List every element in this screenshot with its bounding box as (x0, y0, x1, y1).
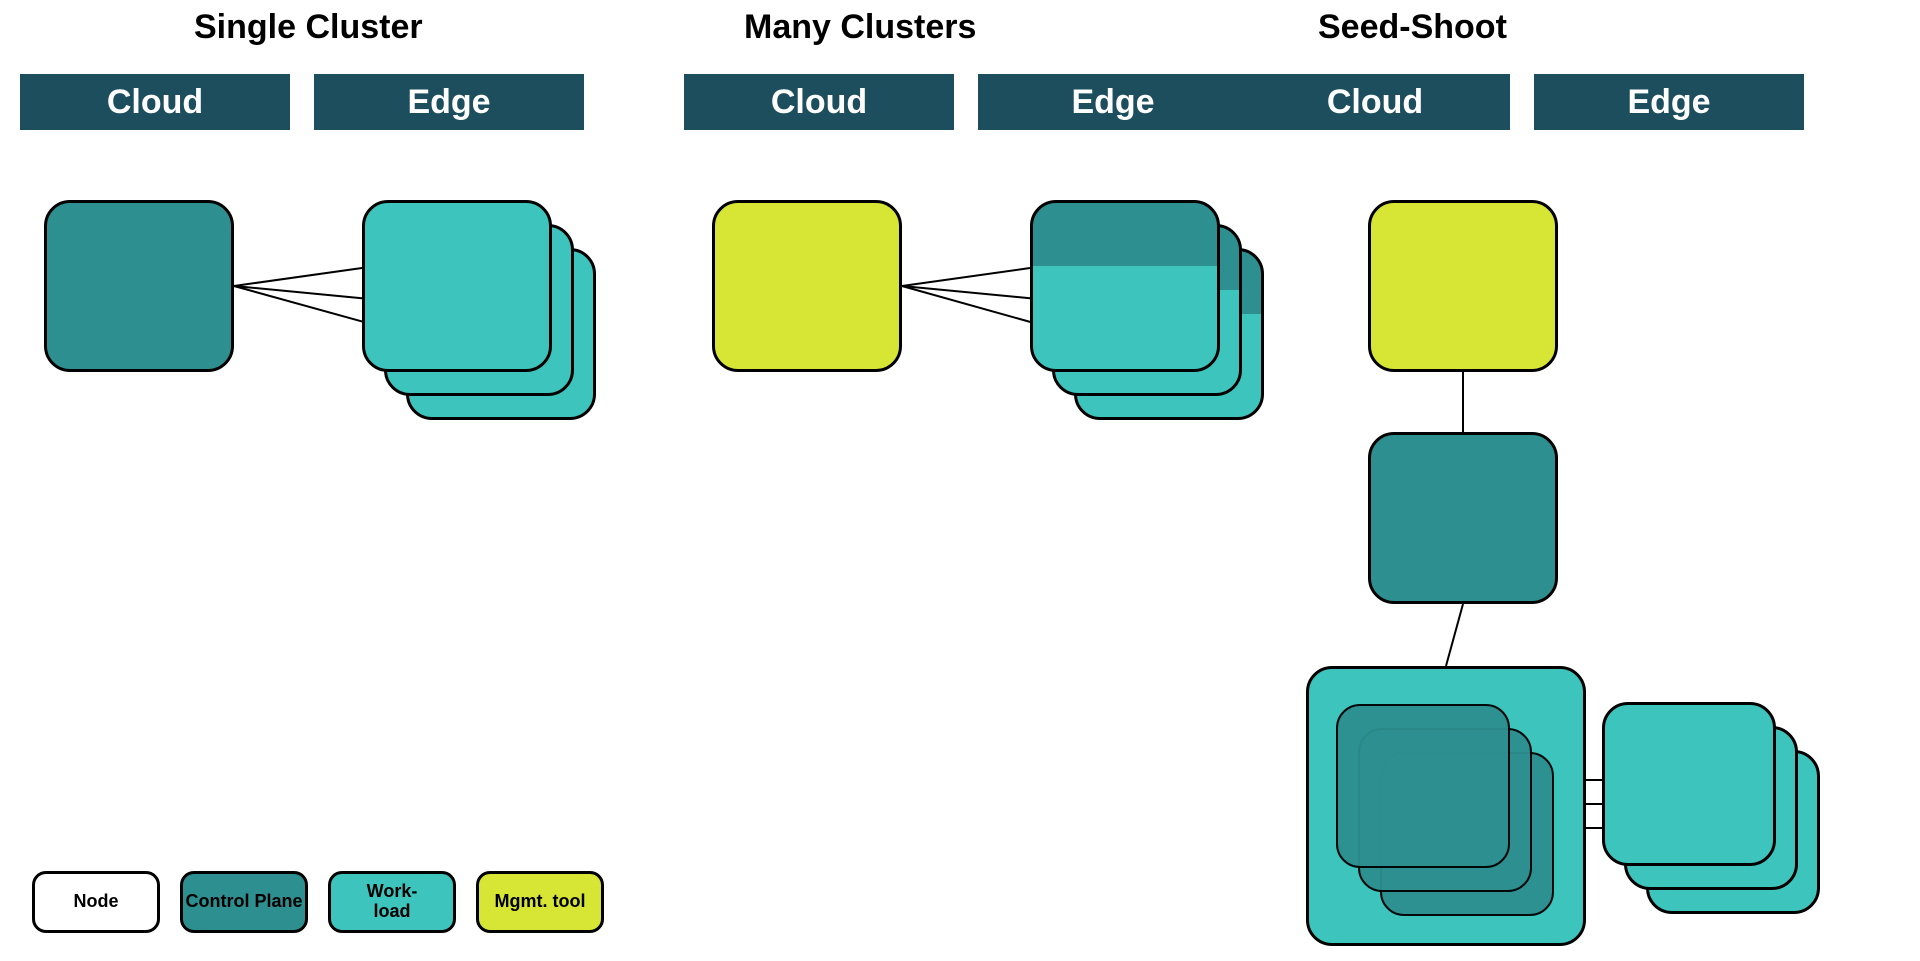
legend: Node Control Plane Work-load Mgmt. tool (32, 871, 604, 933)
node-sc-edge-1 (362, 200, 552, 372)
header-edge-5: Edge (1534, 74, 1804, 130)
section-title-many: Many Clusters (744, 8, 976, 47)
legend-mgmt-tool: Mgmt. tool (476, 871, 604, 933)
header-edge-3: Edge (978, 74, 1248, 130)
node-ss-mgmt (1368, 200, 1558, 372)
node-ss-edge-1 (1602, 702, 1776, 866)
node-ss-inner-1 (1336, 704, 1510, 868)
node-mc-cloud (712, 200, 902, 372)
node-ss-cp (1368, 432, 1558, 604)
section-title-seedshoot: Seed-Shoot (1318, 8, 1507, 47)
node-sc-cloud (44, 200, 234, 372)
legend-control-plane: Control Plane (180, 871, 308, 933)
legend-workload: Work-load (328, 871, 456, 933)
legend-node: Node (32, 871, 160, 933)
header-cloud-2: Cloud (684, 74, 954, 130)
header-cloud-0: Cloud (20, 74, 290, 130)
node-mc-edge-1 (1030, 200, 1220, 372)
header-cloud-4: Cloud (1240, 74, 1510, 130)
section-title-single: Single Cluster (194, 8, 423, 47)
header-edge-1: Edge (314, 74, 584, 130)
